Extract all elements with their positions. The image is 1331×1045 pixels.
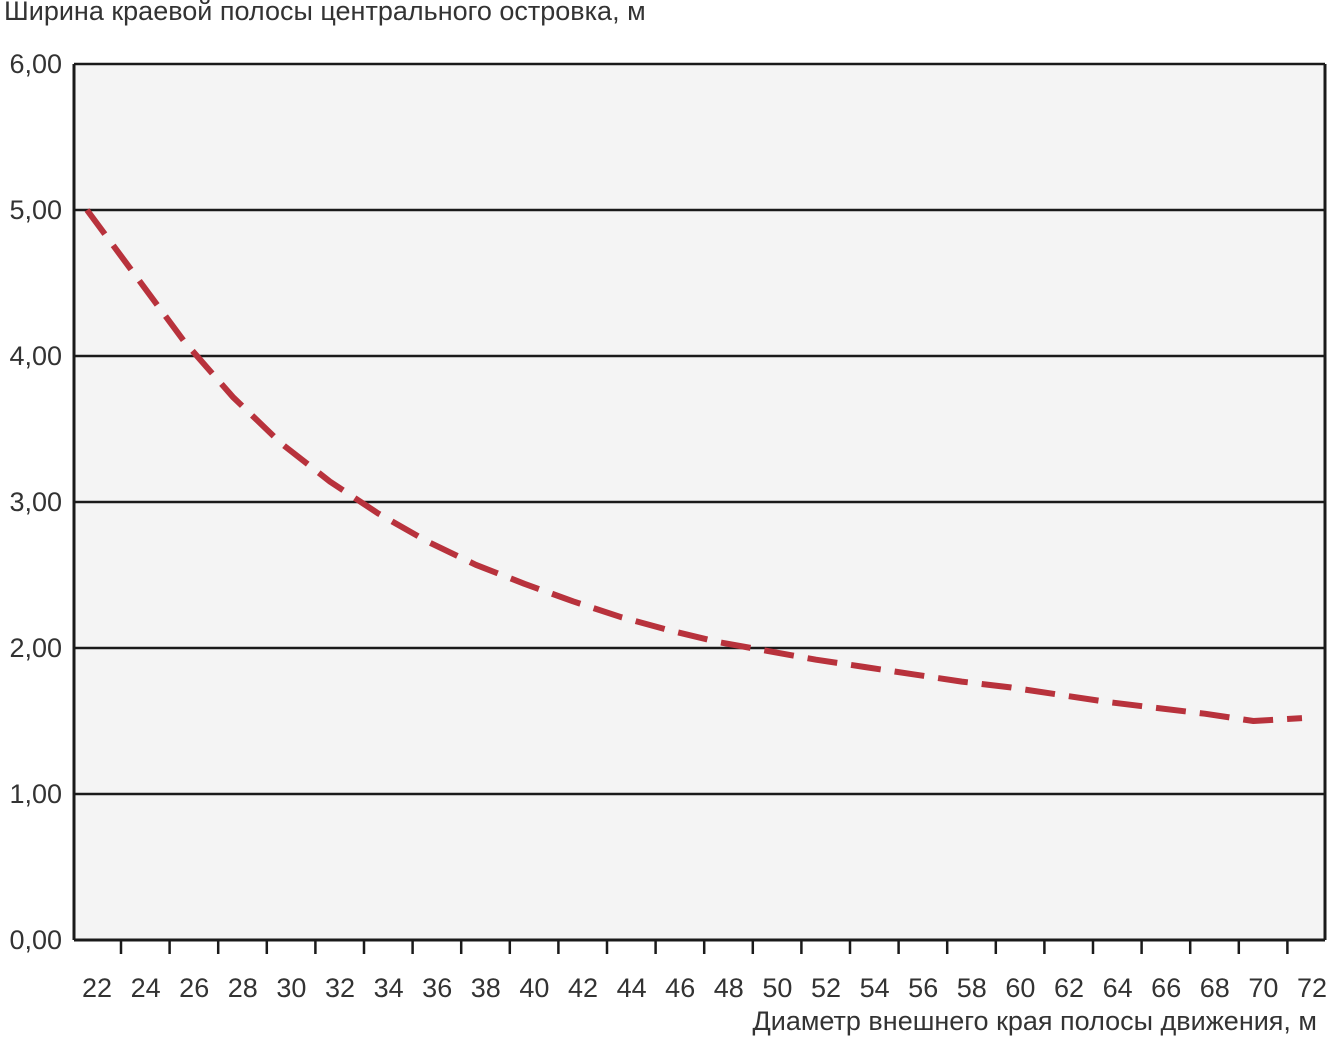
x-tick-label: 56 xyxy=(908,973,938,1003)
x-tick-label: 62 xyxy=(1054,973,1084,1003)
data-point xyxy=(573,601,574,602)
x-tick-label: 54 xyxy=(860,973,890,1003)
y-tick-label: 3,00 xyxy=(9,487,62,517)
x-tick-label: 70 xyxy=(1248,973,1278,1003)
x-tick-label: 40 xyxy=(519,973,549,1003)
x-tick-label: 42 xyxy=(568,973,598,1003)
x-tick-label: 64 xyxy=(1103,973,1133,1003)
data-point xyxy=(1204,713,1205,714)
y-tick-label: 4,00 xyxy=(9,341,62,371)
data-point xyxy=(378,513,379,514)
x-tick-label: 22 xyxy=(82,973,112,1003)
x-tick-label: 46 xyxy=(665,973,695,1003)
x-tick-label: 26 xyxy=(179,973,209,1003)
x-tick-label: 36 xyxy=(422,973,452,1003)
y-tick-label: 2,00 xyxy=(9,633,62,663)
data-point xyxy=(864,667,865,668)
x-tick-label: 38 xyxy=(471,973,501,1003)
x-tick-label: 44 xyxy=(617,973,647,1003)
y-tick-label: 5,00 xyxy=(9,195,62,225)
y-tick-label: 0,00 xyxy=(9,925,62,955)
data-point xyxy=(232,396,233,397)
data-point xyxy=(330,481,331,482)
y-axis-title: Ширина краевой полосы центрального остро… xyxy=(4,0,646,26)
x-tick-label: 34 xyxy=(374,973,404,1003)
x-tick-label: 50 xyxy=(762,973,792,1003)
data-point xyxy=(670,630,671,631)
data-point xyxy=(961,681,962,682)
y-tick-label: 1,00 xyxy=(9,779,62,809)
data-point xyxy=(1010,687,1011,688)
data-point xyxy=(913,674,914,675)
data-point xyxy=(1059,694,1060,695)
x-tick-label: 66 xyxy=(1151,973,1181,1003)
x-tick-label: 32 xyxy=(325,973,355,1003)
data-point xyxy=(1302,718,1303,719)
data-point xyxy=(1253,721,1254,722)
data-point xyxy=(475,564,476,565)
data-point xyxy=(1156,707,1157,708)
data-point xyxy=(135,275,136,276)
series-line xyxy=(84,208,1303,724)
x-tick-label: 72 xyxy=(1297,973,1327,1003)
data-point xyxy=(87,210,88,211)
data-point xyxy=(767,650,768,651)
y-tick-label: 6,00 xyxy=(9,49,62,79)
x-tick-label: 68 xyxy=(1200,973,1230,1003)
data-point xyxy=(184,341,185,342)
x-tick-label: 24 xyxy=(131,973,161,1003)
x-axis-title: Диаметр внешнего края полосы движения, м xyxy=(752,1006,1317,1036)
data-point xyxy=(524,583,525,584)
x-tick-label: 52 xyxy=(811,973,841,1003)
x-tick-label: 30 xyxy=(276,973,306,1003)
data-point xyxy=(621,617,622,618)
x-tick-label: 60 xyxy=(1005,973,1035,1003)
x-tick-label: 28 xyxy=(228,973,258,1003)
x-tick-label: 48 xyxy=(714,973,744,1003)
data-point xyxy=(427,541,428,542)
data-point xyxy=(1107,702,1108,703)
data-point xyxy=(281,443,282,444)
data-point xyxy=(816,659,817,660)
data-point xyxy=(718,642,719,643)
x-tick-label: 58 xyxy=(957,973,987,1003)
